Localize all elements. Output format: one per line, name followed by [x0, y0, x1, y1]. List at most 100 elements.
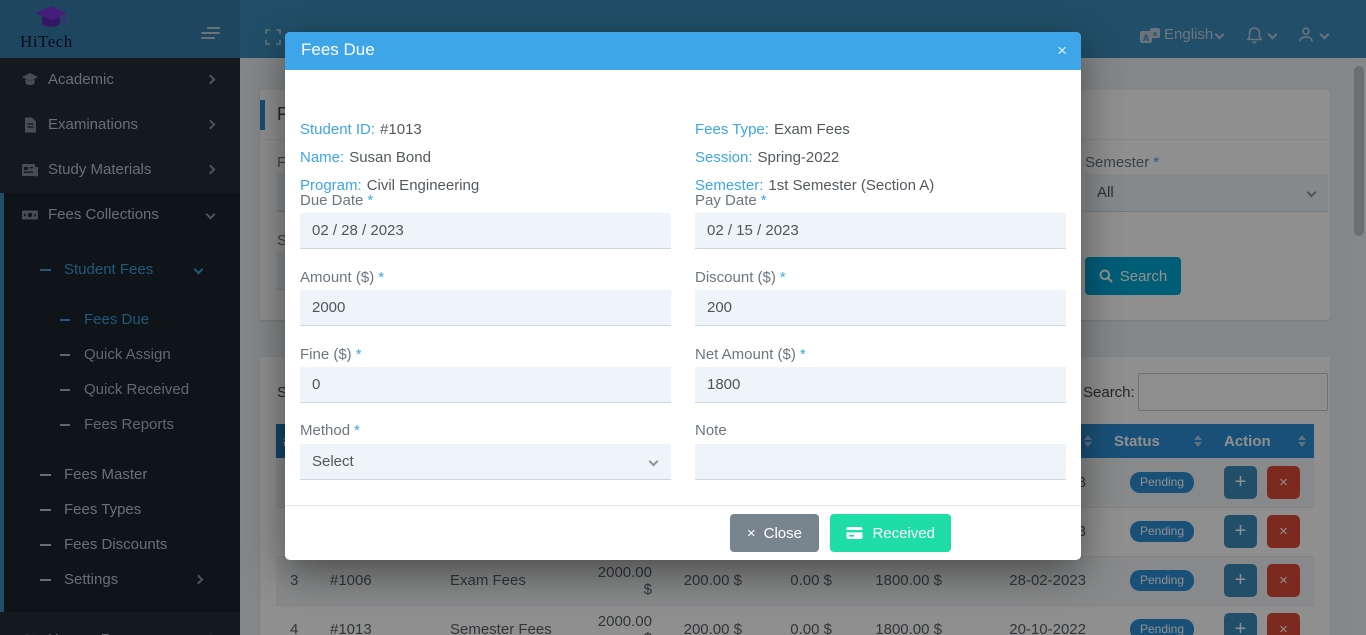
- brand-name: HiTech: [20, 32, 73, 51]
- title-accent-bar: [260, 100, 265, 130]
- semester-select[interactable]: All: [1085, 174, 1328, 212]
- delete-fee-button[interactable]: ×: [1267, 515, 1300, 548]
- pay-date-label: Pay Date *: [695, 192, 767, 209]
- chevron-down-icon: [648, 456, 659, 467]
- sidebar-item-fees-collections[interactable]: Fees Collections: [0, 193, 240, 238]
- fees-due-modal: Fees Due × Student ID: #1013 Fees Type: Ex…: [285, 32, 1081, 560]
- program-row: Program: Civil Engineering: [300, 177, 480, 194]
- dash-bullet-icon: [60, 389, 70, 391]
- due-date-input[interactable]: [300, 213, 671, 249]
- sidebar: Academic Examinations Study Materials Fe…: [0, 58, 240, 635]
- sidebar-item-fees-types[interactable]: Fees Types: [4, 493, 244, 528]
- brand-logo[interactable]: HiTech: [0, 0, 240, 58]
- dash-bullet-icon: [40, 544, 51, 546]
- language-dropdown[interactable]: English: [1164, 26, 1214, 43]
- delete-fee-button[interactable]: ×: [1267, 613, 1300, 635]
- sidebar-toggle-icon[interactable]: [201, 27, 220, 42]
- money-bill-icon: [22, 210, 38, 220]
- add-fee-button[interactable]: +: [1224, 515, 1257, 548]
- graduation-cap-icon: [22, 73, 38, 85]
- status-badge: Pending: [1129, 471, 1195, 493]
- sort-icon: [1194, 435, 1202, 447]
- discount-input[interactable]: [695, 290, 1066, 326]
- dash-bullet-icon: [40, 579, 51, 581]
- column-header-status[interactable]: Status: [1100, 424, 1210, 458]
- sidebar-item-fees-discounts[interactable]: Fees Discounts: [4, 528, 244, 563]
- session-row: Session: Spring-2022: [695, 149, 840, 166]
- notifications-bell-icon[interactable]: [1246, 26, 1263, 45]
- status-badge: Pending: [1129, 521, 1195, 542]
- close-icon: ×: [746, 524, 756, 542]
- student-id-row: Student ID: #1013: [300, 121, 422, 138]
- status-badge: Pending: [1129, 619, 1195, 635]
- dash-bullet-icon: [40, 269, 51, 271]
- fullscreen-icon[interactable]: [265, 29, 281, 45]
- modal-title: Fees Due: [301, 40, 375, 59]
- add-fee-button[interactable]: +: [1224, 465, 1257, 499]
- sidebar-item-examinations[interactable]: Examinations: [0, 103, 240, 148]
- modal-header: Fees Due ×: [285, 32, 1081, 70]
- method-label: Method *: [300, 422, 360, 439]
- scrollbar-thumb[interactable]: [1354, 66, 1364, 236]
- page-scrollbar[interactable]: [1352, 58, 1366, 635]
- add-fee-button[interactable]: +: [1224, 613, 1257, 635]
- status-badge: Pending: [1129, 570, 1195, 591]
- sort-icon: [1084, 435, 1092, 447]
- search-button[interactable]: Search: [1085, 257, 1181, 295]
- semester-row: Semester: 1st Semester (Section A): [695, 177, 935, 194]
- dash-bullet-icon: [60, 424, 70, 426]
- svg-text:a: a: [1153, 31, 1157, 38]
- user-account-icon[interactable]: [1297, 26, 1315, 44]
- sidebar-item-quick-assign[interactable]: Quick Assign: [4, 338, 244, 373]
- close-button[interactable]: × Close: [729, 514, 819, 552]
- due-date-label: Due Date *: [300, 192, 374, 209]
- credit-card-icon: [846, 527, 863, 539]
- net-amount-input[interactable]: [695, 367, 1066, 403]
- sidebar-item-student-fees[interactable]: Student Fees: [4, 253, 244, 289]
- column-header-action[interactable]: Action: [1210, 424, 1314, 458]
- note-label: Note: [695, 422, 727, 439]
- pay-date-input[interactable]: [695, 213, 1066, 249]
- translate-icon: A a: [1140, 28, 1160, 43]
- sidebar-active-section: Fees Collections Student Fees Fees Due Q…: [0, 193, 240, 612]
- dash-bullet-icon: [60, 319, 70, 321]
- table-row: 4 #1013 Semester Fees 2000.00 $ 200.00 $…: [276, 605, 1314, 635]
- sidebar-item-fees-reports[interactable]: Fees Reports: [4, 408, 244, 443]
- sidebar-item-academic[interactable]: Academic: [0, 58, 240, 103]
- method-select[interactable]: Select: [300, 444, 671, 480]
- amount-label: Amount ($) *: [300, 269, 385, 286]
- sidebar-item-quick-received[interactable]: Quick Received: [4, 373, 244, 408]
- discount-label: Discount ($) *: [695, 269, 786, 286]
- newspaper-icon: [22, 164, 38, 177]
- modal-footer: × Close Received: [285, 505, 1081, 560]
- dash-bullet-icon: [40, 509, 51, 511]
- file-text-icon: [25, 117, 36, 133]
- dash-bullet-icon: [40, 474, 51, 476]
- close-icon[interactable]: ×: [1057, 41, 1067, 60]
- fees-type-row: Fees Type: Exam Fees: [695, 121, 850, 138]
- amount-input[interactable]: [300, 290, 671, 326]
- sort-icon: [1298, 435, 1306, 447]
- table-row: 3 #1006 Exam Fees 2000.00 $ 200.00 $ 0.0…: [276, 556, 1314, 606]
- delete-fee-button[interactable]: ×: [1267, 564, 1300, 597]
- sidebar-item-fees-master[interactable]: Fees Master: [4, 458, 244, 493]
- name-row: Name: Susan Bond: [300, 149, 431, 166]
- sidebar-item-settings[interactable]: Settings: [4, 563, 244, 598]
- note-input[interactable]: [695, 444, 1066, 480]
- dash-bullet-icon: [60, 354, 70, 356]
- add-fee-button[interactable]: +: [1224, 564, 1257, 597]
- received-button[interactable]: Received: [830, 514, 951, 552]
- graduation-cap-logo-icon: [35, 6, 67, 27]
- search-icon: [1099, 269, 1113, 283]
- sidebar-item-study-materials[interactable]: Study Materials: [0, 148, 240, 193]
- sidebar-item-fees-due[interactable]: Fees Due: [4, 303, 244, 338]
- semester-label: Semester *: [1085, 154, 1160, 171]
- fine-input[interactable]: [300, 367, 671, 403]
- table-search-label: Search:: [1083, 384, 1135, 401]
- svg-text:A: A: [1143, 33, 1150, 43]
- fine-label: Fine ($) *: [300, 346, 362, 363]
- net-amount-label: Net Amount ($) *: [695, 346, 806, 363]
- delete-fee-button[interactable]: ×: [1267, 465, 1300, 499]
- table-search-input[interactable]: [1138, 373, 1328, 411]
